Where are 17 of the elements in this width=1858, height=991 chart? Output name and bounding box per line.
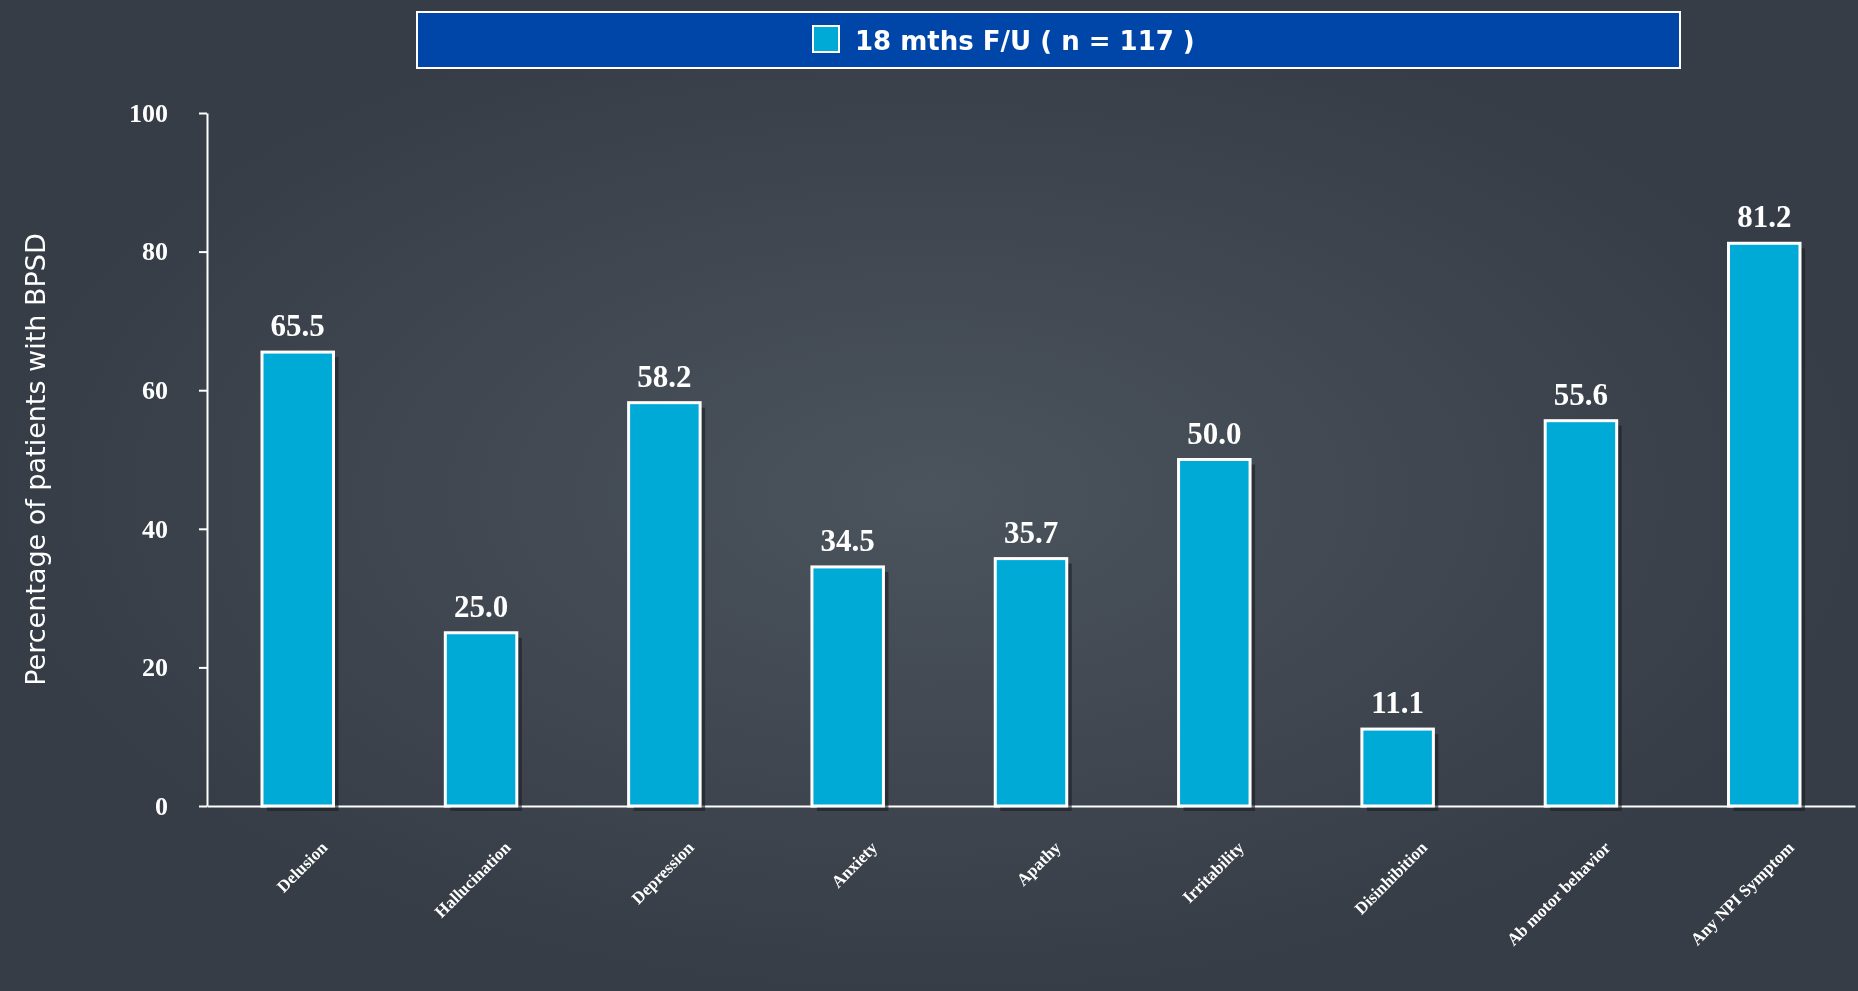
y-tick-label: 100 (129, 98, 168, 128)
y-axis-title: Percentage of patients with BPSD (20, 233, 51, 686)
y-tick-label: 0 (155, 791, 168, 821)
y-tick-label: 60 (142, 376, 168, 406)
data-label: 25.0 (453, 588, 509, 624)
data-label: 34.5 (820, 522, 875, 558)
data-label: 81.2 (1737, 199, 1792, 235)
data-label: 50.0 (1187, 415, 1242, 451)
y-tick-label: 40 (142, 514, 168, 544)
legend-label: 18 mths F/U ( n = 117 ) (855, 26, 1195, 56)
data-label: 11.1 (1371, 685, 1424, 721)
data-label: 65.5 (270, 308, 325, 344)
y-tick-label: 80 (142, 237, 168, 267)
y-tick-label: 20 (142, 653, 168, 683)
data-label: 58.2 (637, 358, 692, 394)
data-label: 55.6 (1553, 376, 1609, 412)
data-label: 35.7 (1003, 514, 1059, 550)
